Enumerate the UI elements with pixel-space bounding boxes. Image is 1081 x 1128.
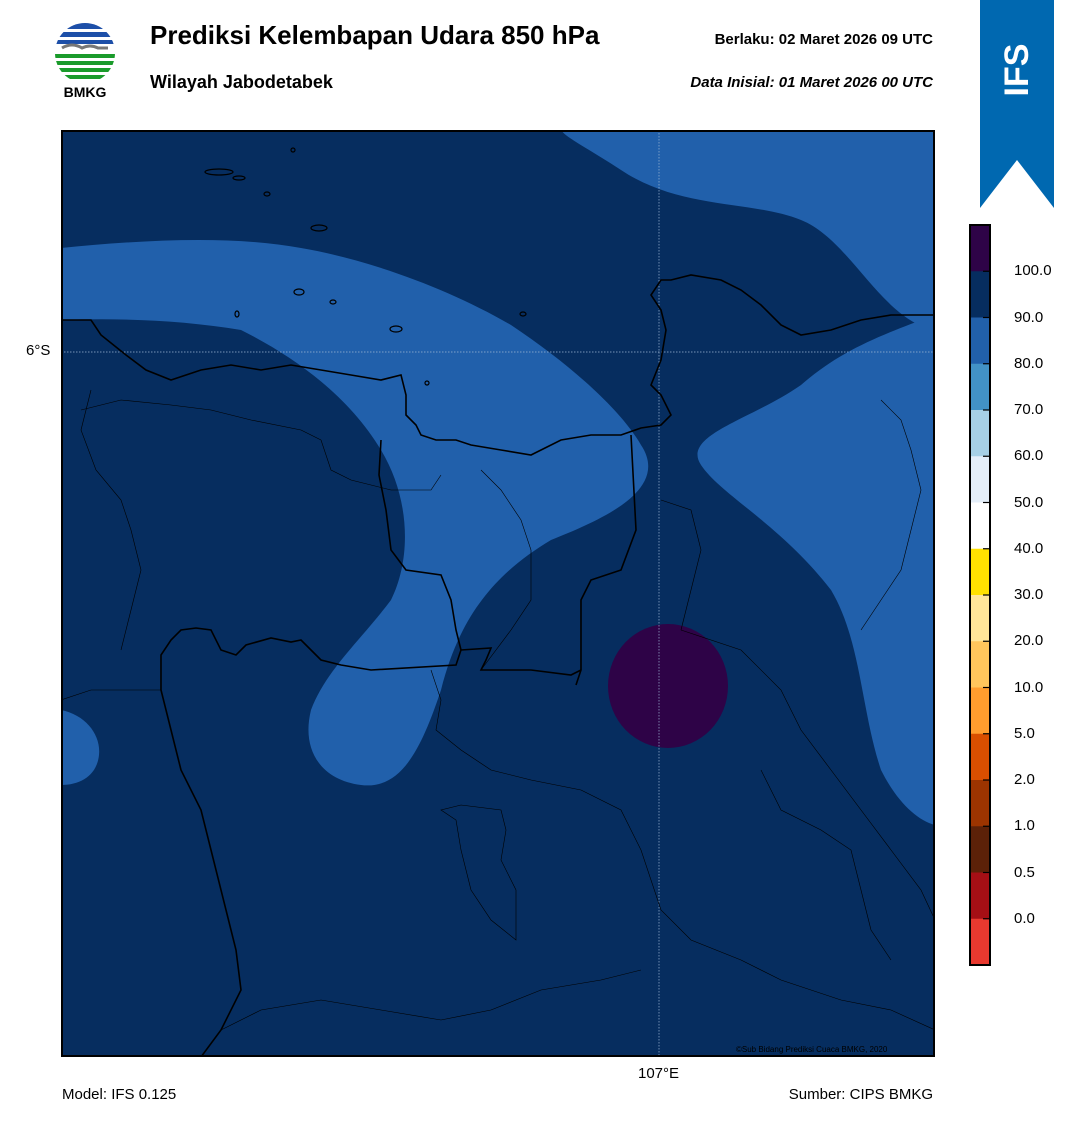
zone-80-90-left (61, 710, 100, 785)
colorbar-segment (970, 410, 990, 457)
colorbar-segment (970, 733, 990, 781)
copyright-text: ©Sub Bidang Prediksi Cuaca BMKG, 2020 (736, 1045, 888, 1054)
valid-time: Berlaku: 02 Maret 2026 09 UTC (714, 31, 933, 48)
map-title: Prediksi Kelembapan Udara 850 hPa (150, 20, 600, 50)
humidity-map: ©Sub Bidang Prediksi Cuaca BMKG, 2020 (61, 130, 935, 1057)
longitude-label: 107°E (638, 1065, 680, 1082)
colorbar-label: 50.0 (1014, 493, 1044, 511)
colorbar-label: 90.0 (1014, 308, 1044, 326)
colorbar-label: 10.0 (1014, 678, 1044, 696)
coastlines (61, 274, 935, 1057)
colorbar-segment (970, 826, 990, 873)
colorbar-label: 40.0 (1014, 539, 1044, 557)
map-subtitle: Wilayah Jabodetabek (150, 72, 333, 92)
colorbar-label: 60.0 (1014, 447, 1044, 465)
colorbar-label: 70.0 (1014, 401, 1044, 418)
colorbar-segment (970, 225, 990, 272)
colorbar-segment (970, 271, 990, 318)
colorbar-label: 20.0 (1014, 632, 1044, 650)
colorbar (969, 224, 991, 966)
colorbar-label: 0.0 (1014, 909, 1035, 927)
colorbar-segment (970, 317, 990, 365)
colorbar-segment (970, 595, 990, 642)
colorbar-label: 1.0 (1014, 817, 1035, 835)
colorbar-label: 100.0 (1014, 262, 1052, 280)
zone-80-90-band (61, 240, 649, 786)
logo-text: BMKG (63, 84, 107, 100)
zone-80-90-right (697, 315, 935, 825)
colorbar-segment (970, 780, 990, 827)
zone-peak (608, 624, 728, 748)
colorbar-segment (970, 918, 990, 966)
colorbar-label: 80.0 (1014, 354, 1044, 372)
latitude-label: 6°S (26, 342, 51, 359)
colorbar-segment (970, 641, 990, 688)
islands (204, 147, 527, 386)
colorbar-segment (970, 687, 990, 735)
bmkg-logo (55, 23, 115, 83)
district-boundaries (61, 389, 935, 1031)
zone-80-90-top (561, 130, 935, 330)
colorbar-label: 0.5 (1014, 863, 1035, 881)
init-time: Data Inisial: 01 Maret 2026 00 UTC (690, 74, 933, 91)
colorbar-segment (970, 872, 990, 920)
colorbar-segment (970, 363, 990, 411)
ifs-banner (980, 0, 1054, 208)
colorbar-segment (970, 548, 990, 596)
ifs-text: IFS (998, 44, 1036, 97)
source-label: Sumber: CIPS BMKG (788, 1086, 933, 1103)
colorbar-segment (970, 456, 990, 503)
colorbar-label: 30.0 (1014, 586, 1044, 603)
model-label: Model: IFS 0.125 (62, 1086, 177, 1103)
colorbar-label: 2.0 (1014, 771, 1035, 788)
colorbar-segment (970, 502, 990, 550)
colorbar-label: 5.0 (1014, 724, 1035, 742)
ifs-label: IFS (998, 44, 1036, 97)
